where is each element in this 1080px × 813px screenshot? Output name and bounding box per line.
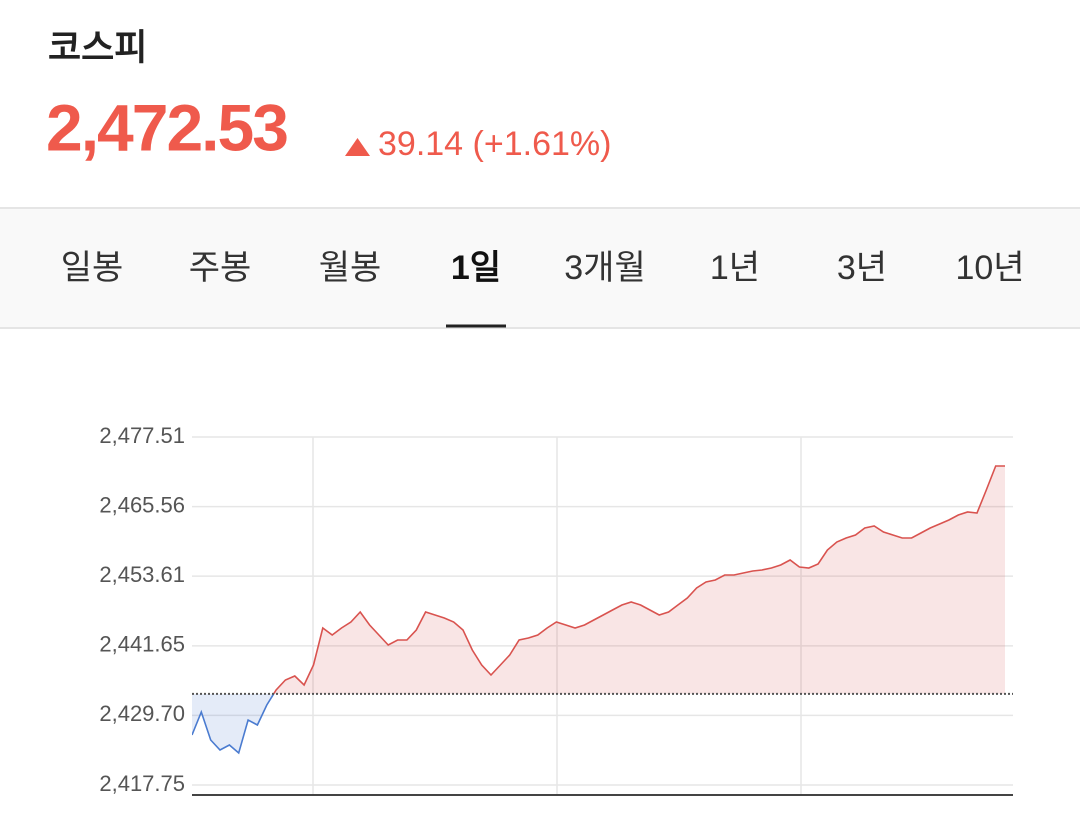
y-tick-label: 2,441.65 <box>99 632 185 657</box>
tab[interactable]: 1일 <box>451 249 501 287</box>
up-arrow <box>345 138 370 156</box>
y-tick-label: 2,429.70 <box>99 701 185 726</box>
tab[interactable]: 일봉 <box>61 249 124 287</box>
tab[interactable]: 10년 <box>955 249 1024 287</box>
area-below <box>192 693 274 753</box>
title: 코스피 <box>48 27 147 68</box>
area-above <box>192 466 1005 694</box>
tab[interactable]: 3년 <box>837 249 887 287</box>
y-tick-label: 2,477.51 <box>99 423 185 448</box>
tab[interactable]: 1년 <box>710 249 760 287</box>
tab[interactable]: 주봉 <box>189 249 252 287</box>
y-tick-label: 2,417.75 <box>99 771 185 796</box>
line <box>272 465 1005 694</box>
y-tick-label: 2,465.56 <box>99 492 185 517</box>
tab[interactable]: 월봉 <box>319 249 382 287</box>
tab[interactable]: 3개월 <box>564 249 645 287</box>
tab-bar <box>0 208 1080 328</box>
price: 2,472.53 <box>46 90 287 164</box>
y-tick-label: 2,453.61 <box>99 562 185 587</box>
change: 39.14 (+1.61%) <box>378 125 611 163</box>
